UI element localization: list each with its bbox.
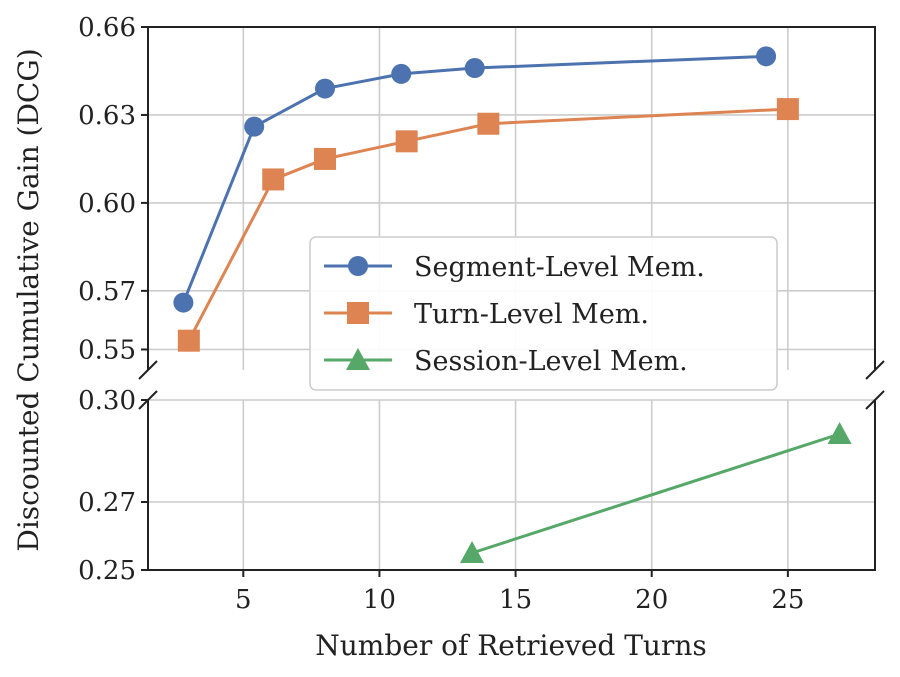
y-tick-label: 0.27 <box>78 488 136 518</box>
legend-box <box>309 236 778 391</box>
data-point <box>776 98 799 121</box>
y-tick-label: 0.57 <box>78 277 136 307</box>
upper-frame <box>147 26 876 370</box>
legend-marker <box>346 348 370 370</box>
axes-frame <box>138 26 885 577</box>
tick-labels: 0.55 0.57 0.60 0.63 0.66 0.25 0.27 0.30 5 10 15 20 2… <box>78 13 804 615</box>
legend-marker <box>347 302 369 324</box>
y-tick-label: 0.55 <box>78 335 136 365</box>
data-point <box>477 112 500 135</box>
legend-entry-label: Turn-Level Mem. <box>414 299 649 330</box>
legend-marker <box>348 256 368 276</box>
lower-frame <box>147 400 876 571</box>
series-line <box>471 432 841 555</box>
series-circle <box>173 46 777 313</box>
data-point <box>262 168 285 191</box>
y-tick-label: 0.63 <box>78 101 136 131</box>
legend: Segment-Level Mem. Turn-Level Mem. Session… <box>309 236 778 391</box>
y-tick-label: 0.60 <box>78 189 136 219</box>
legend-entry-label: Session-Level Mem. <box>414 346 688 377</box>
data-point <box>464 58 485 79</box>
data-point <box>827 422 852 444</box>
axis-break-mark <box>865 390 885 410</box>
legend-entry-label: Segment-Level Mem. <box>414 252 705 283</box>
series-line <box>182 54 767 304</box>
y-axis-title: Discounted Cumulative Gain (DCG) <box>12 48 45 551</box>
data-point <box>395 130 418 153</box>
axis-break-mark <box>138 360 158 380</box>
series-layer <box>173 46 852 563</box>
axis-break-mark <box>865 360 885 380</box>
x-axis-title: Number of Retrieved Turns <box>315 629 707 662</box>
grid-lines <box>148 26 875 571</box>
x-tick-label: 5 <box>235 585 252 615</box>
y-tick-label: 0.25 <box>78 556 136 586</box>
y-tick-label: 0.30 <box>78 386 136 416</box>
series-square <box>177 98 799 352</box>
x-tick-label: 15 <box>499 585 532 615</box>
x-tick-label: 10 <box>363 585 396 615</box>
data-point <box>244 116 265 137</box>
series-line <box>187 107 788 342</box>
series-triangle <box>460 422 852 563</box>
data-point <box>173 292 194 313</box>
data-point <box>756 46 777 67</box>
y-tick-label: 0.66 <box>78 13 136 43</box>
x-tick-label: 25 <box>771 585 804 615</box>
data-point <box>313 147 336 170</box>
data-point <box>314 78 335 99</box>
data-point <box>460 541 485 563</box>
data-point <box>391 63 412 84</box>
x-tick-label: 20 <box>635 585 668 615</box>
data-point <box>177 329 200 352</box>
